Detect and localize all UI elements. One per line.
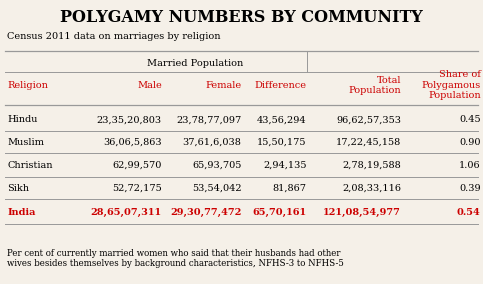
Text: 2,94,135: 2,94,135	[263, 161, 307, 170]
Text: 52,72,175: 52,72,175	[112, 183, 162, 193]
Text: Female: Female	[205, 81, 242, 90]
Text: Hindu: Hindu	[7, 115, 38, 124]
Text: 36,06,5,863: 36,06,5,863	[103, 138, 162, 147]
Text: 17,22,45,158: 17,22,45,158	[336, 138, 401, 147]
Text: Share of
Polygamous
Population: Share of Polygamous Population	[421, 70, 481, 100]
Text: POLYGAMY NUMBERS BY COMMUNITY: POLYGAMY NUMBERS BY COMMUNITY	[60, 9, 423, 26]
Text: Religion: Religion	[7, 81, 48, 90]
Text: Christian: Christian	[7, 161, 53, 170]
Text: 53,54,042: 53,54,042	[192, 183, 242, 193]
Text: 62,99,570: 62,99,570	[113, 161, 162, 170]
Text: India: India	[7, 208, 36, 217]
Text: 15,50,175: 15,50,175	[257, 138, 307, 147]
Text: 23,78,77,097: 23,78,77,097	[176, 115, 242, 124]
Text: 37,61,6,038: 37,61,6,038	[183, 138, 242, 147]
Text: Married Population: Married Population	[147, 59, 244, 68]
Text: 121,08,54,977: 121,08,54,977	[323, 208, 401, 217]
Text: Muslim: Muslim	[7, 138, 44, 147]
Text: 81,867: 81,867	[273, 183, 307, 193]
Text: Male: Male	[137, 81, 162, 90]
Text: 65,93,705: 65,93,705	[192, 161, 242, 170]
Text: 96,62,57,353: 96,62,57,353	[336, 115, 401, 124]
Text: 2,08,33,116: 2,08,33,116	[342, 183, 401, 193]
Text: Sikh: Sikh	[7, 183, 29, 193]
Text: Total
Population: Total Population	[348, 76, 401, 95]
Text: 0.39: 0.39	[459, 183, 481, 193]
Text: 65,70,161: 65,70,161	[253, 208, 307, 217]
Text: Per cent of currently married women who said that their husbands had other
wives: Per cent of currently married women who …	[7, 248, 344, 268]
Text: 0.45: 0.45	[459, 115, 481, 124]
Text: 23,35,20,803: 23,35,20,803	[97, 115, 162, 124]
Text: 43,56,294: 43,56,294	[257, 115, 307, 124]
Text: 0.90: 0.90	[459, 138, 481, 147]
Text: Difference: Difference	[255, 81, 307, 90]
Text: Census 2011 data on marriages by religion: Census 2011 data on marriages by religio…	[7, 32, 221, 41]
Text: 0.54: 0.54	[457, 208, 481, 217]
Text: 2,78,19,588: 2,78,19,588	[342, 161, 401, 170]
Text: 29,30,77,472: 29,30,77,472	[170, 208, 242, 217]
Text: 1.06: 1.06	[459, 161, 481, 170]
Text: 28,65,07,311: 28,65,07,311	[91, 208, 162, 217]
